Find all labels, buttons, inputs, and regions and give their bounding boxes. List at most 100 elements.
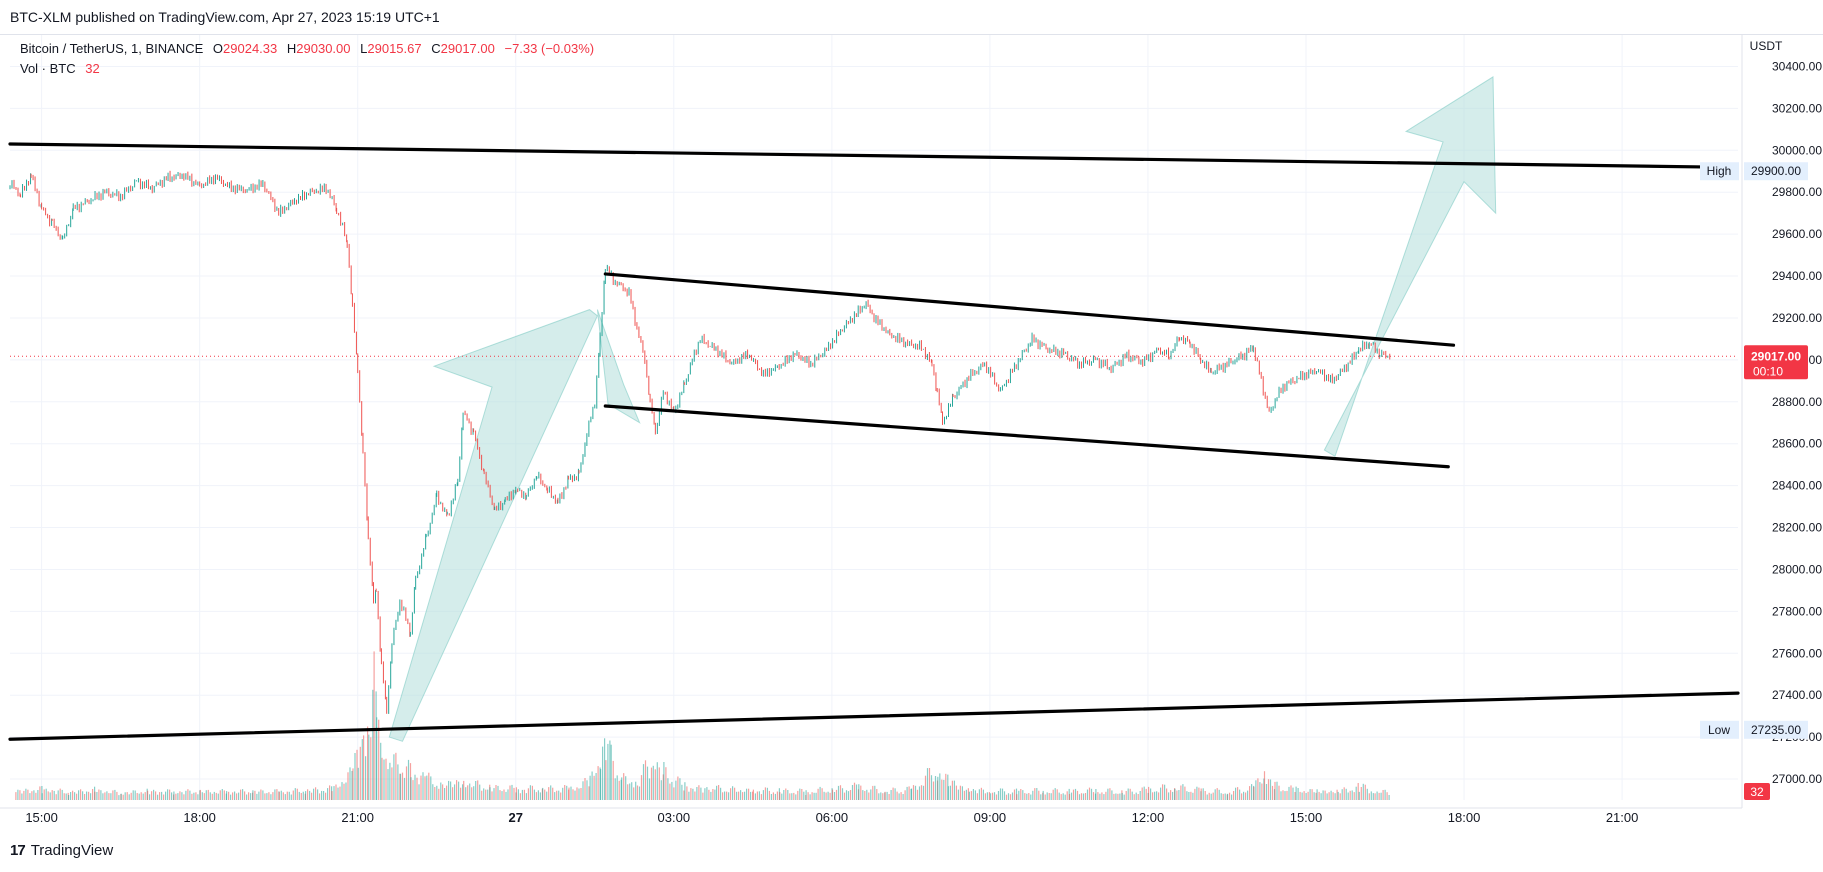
volume-bar	[1129, 788, 1131, 800]
volume-bar	[401, 772, 404, 800]
price-axis[interactable]: USDT 30400.00 30200.00 30000.00 29800.00 2960…	[1700, 34, 1822, 808]
volume-bar	[673, 787, 675, 800]
volume-bar	[43, 789, 45, 800]
arrow-annotations[interactable]	[388, 76, 1497, 742]
volume-bar	[1090, 788, 1093, 800]
volume-bar	[55, 794, 57, 800]
volume-bar	[219, 790, 221, 800]
volume-bar	[1099, 793, 1101, 800]
volume-bar	[1212, 792, 1214, 800]
volume-bar	[568, 787, 570, 800]
volume-bar	[860, 785, 862, 800]
volume-bar	[602, 746, 604, 800]
volume-bar	[791, 793, 793, 800]
low-label: L	[360, 41, 368, 56]
legend-volume-row: Vol · BTC 32	[20, 59, 594, 79]
trend-lines[interactable]	[8, 142, 1740, 741]
time-tick-label: 18:00	[1448, 810, 1481, 825]
volume-bar	[70, 792, 72, 800]
volume-bar	[90, 793, 92, 800]
volume-bar	[195, 792, 197, 800]
volume-bar	[1176, 790, 1178, 800]
volume-bar	[175, 793, 177, 800]
channel-top-line	[603, 272, 1456, 347]
volume-bar	[726, 791, 728, 800]
volume-bar	[1253, 786, 1255, 800]
volume-bar	[1003, 791, 1006, 800]
volume-bar	[1227, 793, 1229, 800]
volume-bar	[29, 793, 31, 800]
volume-bar	[904, 790, 906, 800]
volume-bar	[629, 783, 631, 800]
time-axis[interactable]: 15:00 18:00 21:00 27 03:00 06:00 09:00 12:00 15:…	[0, 807, 1742, 825]
price-series	[9, 170, 1391, 714]
volume-bar	[136, 793, 138, 800]
volume-bar	[155, 791, 157, 800]
volume-bar	[552, 787, 554, 800]
volume-bar	[122, 794, 124, 800]
volume-bar	[1082, 793, 1085, 800]
volume-bar	[383, 759, 385, 800]
volume-bar	[1202, 788, 1204, 800]
volume-bar	[805, 790, 807, 800]
volume-bar	[558, 790, 560, 800]
open-label: O	[212, 41, 224, 56]
volume-bar	[924, 775, 927, 800]
volume-bar	[151, 791, 153, 800]
volume-bar	[684, 782, 686, 800]
upper-resistance-line	[8, 142, 1714, 169]
symbol-name[interactable]: Bitcoin / TetherUS, 1, BINANCE	[20, 41, 204, 56]
volume-bar	[920, 785, 923, 800]
volume-bar	[1220, 793, 1222, 800]
price-tick-label: 29800.00	[1772, 185, 1822, 199]
volume-bar	[315, 787, 317, 800]
volume-bar	[313, 788, 315, 800]
volume-bar	[1280, 791, 1282, 800]
volume-bar	[515, 787, 517, 800]
tradingview-footer[interactable]: 17 TradingView	[10, 842, 113, 859]
volume-bar	[497, 785, 499, 800]
volume-bar	[1332, 792, 1334, 800]
volume-bar	[529, 785, 531, 800]
volume-bar	[1295, 786, 1297, 800]
volume-bar	[319, 793, 321, 800]
volume-bar	[580, 788, 582, 800]
volume-bar	[381, 757, 383, 800]
volume-bar	[1054, 788, 1056, 800]
time-tick-label: 09:00	[974, 810, 1007, 825]
volume-bar	[1337, 791, 1339, 800]
volume-bar	[644, 760, 647, 800]
volume-bar	[1044, 794, 1046, 800]
time-tick-label: 06:00	[816, 810, 849, 825]
volume-bar	[734, 787, 736, 800]
volume-bar	[1066, 791, 1068, 800]
tradingview-logo-icon: 17	[10, 842, 26, 859]
volume-bar	[785, 788, 787, 800]
volume-bar	[126, 792, 128, 800]
volume-bar	[732, 786, 734, 800]
volume-bar	[211, 793, 213, 800]
volume-bar	[770, 794, 772, 800]
volume-bar	[327, 788, 329, 800]
volume-label[interactable]: Vol · BTC	[20, 61, 76, 76]
volume-bar	[1127, 788, 1129, 800]
volume-bar	[712, 789, 714, 800]
volume-bar	[1301, 792, 1303, 800]
volume-bar	[256, 793, 258, 800]
volume-bar	[986, 792, 988, 800]
volume-bar	[114, 789, 116, 800]
volume-bar	[1060, 794, 1062, 800]
volume-bar	[254, 790, 256, 800]
volume-bar	[1117, 793, 1119, 800]
volume-bar	[479, 784, 481, 800]
volume-bar	[768, 790, 770, 800]
volume-bar	[736, 791, 738, 800]
low-value-badge	[1744, 720, 1808, 739]
channel-bottom-line	[603, 404, 1450, 469]
volume-bar	[945, 773, 947, 800]
volume-badge	[1744, 783, 1770, 800]
volume-bar	[389, 762, 391, 800]
volume-bar	[1362, 783, 1364, 800]
volume-bar	[262, 790, 264, 800]
